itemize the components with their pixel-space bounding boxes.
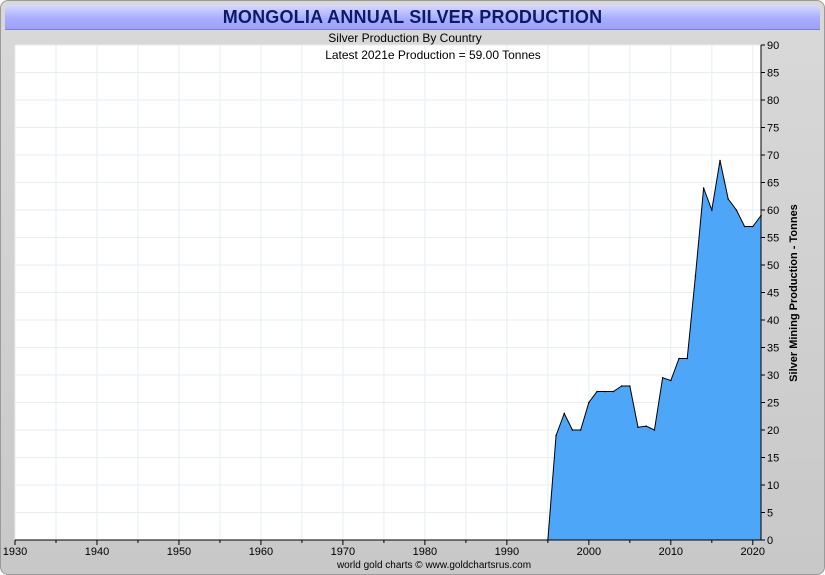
y-tick-label: 55 bbox=[767, 233, 779, 245]
chart-title: MONGOLIA ANNUAL SILVER PRODUCTION bbox=[222, 7, 603, 27]
y-tick-label: 60 bbox=[767, 205, 779, 217]
x-tick-label: 2020 bbox=[741, 546, 765, 558]
y-tick-label: 65 bbox=[767, 178, 779, 190]
data-point bbox=[670, 379, 672, 382]
x-tick-label: 1930 bbox=[3, 546, 27, 558]
y-tick-label: 5 bbox=[767, 508, 773, 520]
data-point bbox=[563, 412, 566, 415]
data-point bbox=[678, 357, 680, 360]
data-point bbox=[604, 390, 607, 393]
data-point bbox=[752, 225, 754, 228]
data-point bbox=[555, 434, 557, 437]
x-tick-label: 1990 bbox=[495, 546, 519, 558]
data-point bbox=[661, 376, 664, 379]
data-point bbox=[579, 429, 582, 431]
chart-annotation: Latest 2021e Production = 59.00 Tonnes bbox=[325, 48, 541, 62]
data-point bbox=[694, 275, 697, 277]
y-tick-label: 75 bbox=[767, 123, 779, 135]
data-point bbox=[735, 209, 738, 211]
series-layer bbox=[547, 159, 762, 541]
data-point bbox=[612, 390, 615, 393]
x-tick-label: 1950 bbox=[167, 546, 191, 558]
x-tick-label: 1970 bbox=[331, 546, 355, 558]
data-point bbox=[743, 225, 746, 228]
y-tick-label: 85 bbox=[767, 68, 779, 80]
y-tick-label: 25 bbox=[767, 398, 779, 410]
chart-footer: world gold charts © www.goldchartsrus.co… bbox=[336, 560, 531, 571]
title-bar: MONGOLIA ANNUAL SILVER PRODUCTION bbox=[5, 5, 820, 30]
y-tick-label: 90 bbox=[767, 40, 779, 52]
y-tick-label: 80 bbox=[767, 95, 779, 107]
data-point bbox=[686, 357, 689, 360]
data-point bbox=[711, 209, 713, 211]
x-tick-label: 2000 bbox=[577, 546, 601, 558]
x-tick-label: 1960 bbox=[249, 546, 273, 558]
y-axis-label: Silver Mining Production - Tonnes bbox=[788, 204, 800, 382]
data-point bbox=[653, 429, 656, 431]
y-tick-label: 40 bbox=[767, 315, 779, 327]
y-tick-label: 50 bbox=[767, 260, 779, 272]
chart-subtitle: Silver Production By Country bbox=[328, 31, 481, 45]
y-tick-label: 30 bbox=[767, 370, 779, 382]
data-point bbox=[596, 390, 598, 393]
y-tick-label: 45 bbox=[767, 288, 779, 300]
data-point bbox=[702, 187, 705, 189]
y-tick-label: 70 bbox=[767, 150, 779, 162]
y-tick-label: 20 bbox=[767, 425, 779, 437]
y-tick-label: 15 bbox=[767, 453, 779, 465]
data-point bbox=[727, 198, 730, 200]
x-tick-label: 1940 bbox=[85, 546, 109, 558]
data-point bbox=[620, 385, 623, 387]
grid-lines bbox=[14, 44, 761, 541]
y-tick-label: 35 bbox=[767, 343, 779, 355]
data-point bbox=[629, 385, 631, 387]
data-point bbox=[588, 401, 590, 404]
x-tick-label: 1980 bbox=[413, 546, 437, 558]
x-tick-label: 2010 bbox=[659, 546, 683, 558]
data-point bbox=[637, 426, 639, 429]
axes: 1930 1940 1950 1960 1970 1980 1990 2000 2010 2020… bbox=[3, 40, 779, 558]
data-point bbox=[571, 429, 574, 431]
data-point bbox=[719, 159, 721, 162]
y-tick-label: 10 bbox=[767, 480, 779, 492]
data-point bbox=[645, 425, 648, 427]
y-tick-label: 0 bbox=[767, 535, 773, 547]
series-area bbox=[547, 160, 761, 540]
